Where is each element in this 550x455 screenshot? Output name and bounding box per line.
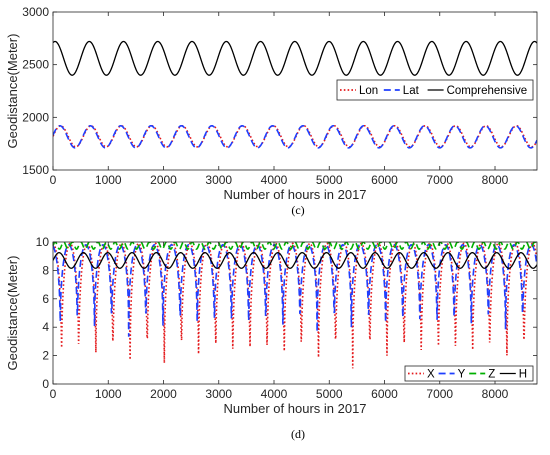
panel-c-series-group [53, 40, 537, 149]
panel-c-series-lon-line [53, 124, 537, 148]
y-tick-label: 2 [42, 349, 49, 363]
panel-d-x-axis-label: Number of hours in 2017 [223, 401, 366, 416]
legend-label-lon: Lon [359, 85, 378, 97]
x-tick-label: 2000 [150, 173, 177, 187]
panel-c-x-ticks: 0 1000 2000 3000 4000 5000 6000 7000 8000 [50, 12, 509, 187]
x-tick-label: 6000 [371, 173, 398, 187]
legend-label-z: Z [488, 369, 495, 381]
legend-box [404, 365, 534, 382]
x-tick-label: 7000 [426, 387, 453, 401]
panel-c-x-axis-label: Number of hours in 2017 [223, 187, 366, 202]
y-tick-label: 1500 [22, 163, 49, 177]
x-tick-label: 4000 [261, 173, 288, 187]
panel-d-x-ticks: 0 1000 2000 3000 4000 5000 6000 7000 8000 [50, 242, 509, 401]
legend-label-x: X [427, 369, 435, 381]
x-tick-label: 0 [50, 173, 57, 187]
x-tick-label: 8000 [482, 173, 509, 187]
x-tick-label: 3000 [205, 173, 232, 187]
panel-d-y-ticks: 0 2 4 6 8 10 [36, 235, 537, 391]
y-tick-label: 4 [42, 320, 49, 334]
panel-d-axes-frame [52, 241, 538, 385]
x-tick-label: 5000 [316, 387, 343, 401]
panel-d-series-y-line [53, 244, 537, 337]
panel-d-series-h-line [53, 251, 537, 269]
y-tick-label: 2000 [22, 110, 49, 124]
panel-c-series-lat-line [53, 124, 537, 149]
panel-d-series-z-line [53, 242, 537, 250]
panel-c-y-ticks: 1500 2000 2500 3000 [22, 5, 537, 177]
panel-c-axes-frame [52, 11, 538, 171]
panel-d-series-group [53, 242, 537, 369]
panel-d: 0 1000 2000 3000 4000 5000 6000 7000 8000 0 2 4 6 8 1… [5, 235, 538, 441]
y-tick-label: 3000 [22, 5, 49, 19]
x-tick-label: 2000 [150, 387, 177, 401]
legend-label-lat: Lat [403, 85, 420, 97]
panel-d-caption: (d) [291, 427, 305, 441]
legend-label-h: H [519, 369, 527, 381]
panel-c-caption: (c) [291, 203, 304, 217]
panel-c-series-comprehensive-line [53, 40, 537, 76]
x-tick-label: 1000 [95, 173, 122, 187]
legend-label-comprehensive: Comprehensive [447, 85, 528, 97]
legend-label-y: Y [458, 369, 466, 381]
y-tick-label: 2500 [22, 58, 49, 72]
y-tick-label: 6 [42, 292, 49, 306]
panel-c: 0 1000 2000 3000 4000 5000 6000 7000 8000 1500 20… [5, 5, 538, 217]
x-tick-label: 3000 [205, 387, 232, 401]
x-tick-label: 6000 [371, 387, 398, 401]
panel-c-y-axis-label: Geodistance(Meter) [5, 34, 20, 149]
x-tick-label: 4000 [261, 387, 288, 401]
x-tick-label: 7000 [426, 173, 453, 187]
x-tick-label: 5000 [316, 173, 343, 187]
y-tick-label: 10 [36, 235, 50, 249]
y-tick-label: 8 [42, 263, 49, 277]
x-tick-label: 0 [50, 387, 57, 401]
x-tick-label: 1000 [95, 387, 122, 401]
x-tick-label: 8000 [482, 387, 509, 401]
y-tick-label: 0 [42, 377, 49, 391]
panel-c-legend: Lon Lat Comprehensive [336, 79, 534, 101]
panel-d-y-axis-label: Geodistance(Meter) [5, 256, 20, 371]
